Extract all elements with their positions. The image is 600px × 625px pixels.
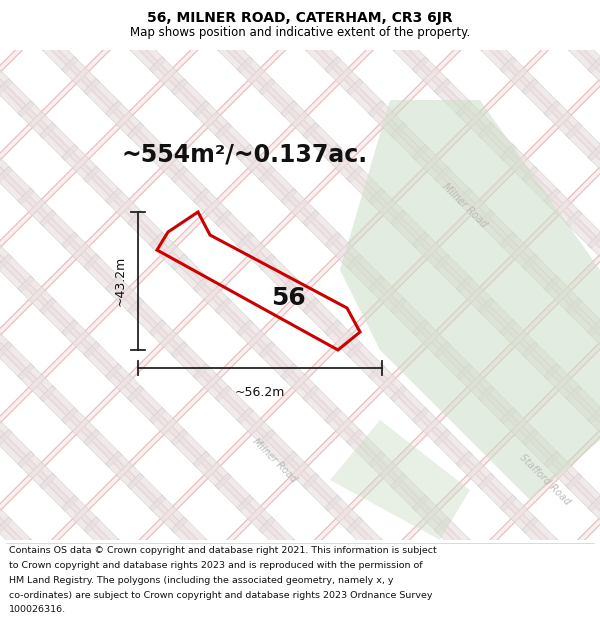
Polygon shape [434,517,473,555]
Polygon shape [127,561,166,599]
Polygon shape [259,79,297,117]
Polygon shape [237,57,275,95]
Polygon shape [100,95,600,625]
Polygon shape [106,451,144,489]
Polygon shape [500,320,538,358]
Polygon shape [325,57,363,95]
Text: 56, MILNER ROAD, CATERHAM, CR3 6JR: 56, MILNER ROAD, CATERHAM, CR3 6JR [147,11,453,25]
Polygon shape [259,429,297,468]
Polygon shape [13,0,600,582]
Polygon shape [303,473,341,511]
Polygon shape [62,232,100,270]
Polygon shape [127,122,166,161]
Polygon shape [544,539,582,577]
Polygon shape [347,517,385,555]
Polygon shape [478,386,517,424]
Polygon shape [412,408,451,446]
Polygon shape [0,0,544,539]
Polygon shape [149,408,188,446]
Polygon shape [340,100,600,500]
Polygon shape [127,386,166,424]
Polygon shape [522,429,560,468]
Polygon shape [149,57,188,95]
Polygon shape [478,210,517,248]
Text: 100026316.: 100026316. [9,606,66,614]
Polygon shape [83,342,122,380]
Text: co-ordinates) are subject to Crown copyright and database rights 2023 Ordnance S: co-ordinates) are subject to Crown copyr… [9,591,433,599]
Polygon shape [106,13,144,51]
Polygon shape [456,539,494,577]
Polygon shape [522,254,560,292]
Polygon shape [303,35,341,73]
Polygon shape [106,364,144,402]
Polygon shape [303,210,341,248]
Polygon shape [215,561,253,599]
Polygon shape [456,451,494,489]
Text: Map shows position and indicative extent of the property.: Map shows position and indicative extent… [130,26,470,39]
Text: HM Land Registry. The polygons (including the associated geometry, namely x, y: HM Land Registry. The polygons (includin… [9,576,394,585]
Polygon shape [566,35,600,73]
Polygon shape [478,122,517,161]
Polygon shape [215,298,253,336]
Polygon shape [347,429,385,468]
Polygon shape [281,364,319,402]
Polygon shape [434,79,473,117]
Polygon shape [412,320,451,358]
Polygon shape [544,101,582,139]
Polygon shape [412,232,451,270]
Polygon shape [566,210,600,248]
Polygon shape [347,254,385,292]
Polygon shape [544,188,582,226]
Polygon shape [0,51,544,625]
Polygon shape [325,320,363,358]
Polygon shape [500,495,538,533]
Polygon shape [303,386,341,424]
Polygon shape [40,122,78,161]
Polygon shape [325,232,363,270]
Polygon shape [478,35,517,73]
Polygon shape [566,122,600,161]
Polygon shape [0,495,12,533]
Polygon shape [325,408,363,446]
Polygon shape [193,364,232,402]
Polygon shape [391,122,428,161]
Polygon shape [303,298,341,336]
Polygon shape [588,408,600,446]
Polygon shape [0,232,12,270]
Polygon shape [0,95,500,625]
Polygon shape [13,8,600,625]
Polygon shape [368,539,407,577]
Polygon shape [62,144,100,182]
Polygon shape [0,429,34,468]
Polygon shape [478,473,517,511]
Polygon shape [500,232,538,270]
Polygon shape [172,342,209,380]
Polygon shape [566,386,600,424]
Polygon shape [368,188,407,226]
Polygon shape [215,210,253,248]
Polygon shape [434,342,473,380]
Polygon shape [588,320,600,358]
Polygon shape [83,79,122,117]
Polygon shape [127,298,166,336]
Polygon shape [391,210,428,248]
Polygon shape [83,254,122,292]
Polygon shape [127,210,166,248]
Polygon shape [456,276,494,314]
Polygon shape [62,495,100,533]
Polygon shape [368,276,407,314]
Polygon shape [215,473,253,511]
